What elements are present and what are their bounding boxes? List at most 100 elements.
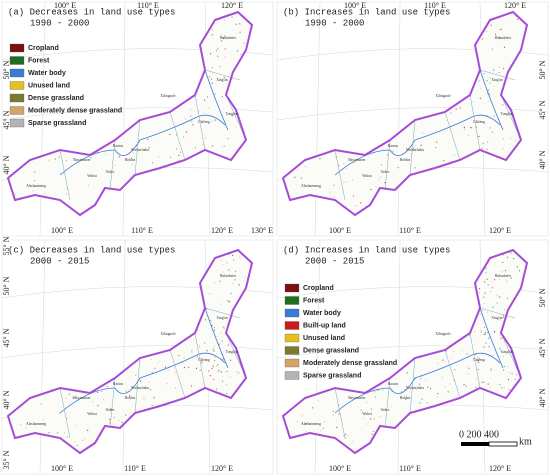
speckle — [293, 439, 295, 441]
speckle — [116, 80, 118, 82]
speckle — [236, 50, 239, 52]
admin-borders — [334, 69, 522, 201]
lon-label: 120° E — [489, 226, 511, 235]
speckle — [174, 438, 176, 440]
speckle — [106, 264, 109, 266]
speckle — [298, 115, 300, 117]
speckle — [411, 309, 413, 311]
speckle — [86, 36, 88, 38]
speckle — [242, 42, 245, 44]
speckle — [345, 168, 347, 170]
speckle — [463, 383, 465, 386]
speckle — [426, 273, 429, 275]
speckle — [437, 393, 439, 395]
speckle — [471, 81, 473, 83]
speckle — [147, 138, 149, 140]
panel-period: 1990 - 2000 — [30, 18, 89, 28]
speckle — [514, 378, 516, 380]
speckle — [406, 443, 408, 445]
speckle — [218, 369, 220, 371]
place-label: Wulanchabu — [406, 148, 424, 152]
legend-swatch — [284, 346, 300, 355]
speckle — [85, 314, 87, 316]
speckle — [129, 395, 131, 397]
speckle — [490, 24, 492, 26]
speckle — [440, 21, 442, 23]
speckle — [322, 42, 324, 44]
speckle — [238, 284, 240, 286]
speckle — [351, 340, 353, 343]
speckle — [506, 297, 509, 299]
speckle — [475, 208, 477, 210]
lat-label: 45° N — [2, 328, 11, 347]
speckle — [399, 187, 401, 189]
speckle — [501, 271, 503, 273]
speckle — [118, 420, 120, 422]
speckle — [117, 298, 119, 300]
speckle — [220, 371, 222, 373]
speckle — [111, 307, 114, 309]
speckle — [293, 282, 296, 284]
speckle — [143, 396, 145, 398]
place-label: Xing'an — [491, 78, 502, 82]
speckle — [206, 415, 208, 417]
speckle — [487, 206, 489, 208]
speckle — [106, 20, 109, 23]
speckle — [24, 115, 26, 117]
speckle — [88, 308, 90, 310]
speckle — [338, 316, 340, 318]
speckle — [427, 386, 429, 388]
speckle — [478, 422, 480, 424]
speckle — [391, 340, 393, 343]
speckle — [245, 304, 247, 306]
speckle — [447, 28, 449, 30]
speckle — [173, 403, 175, 405]
speckle — [374, 26, 376, 28]
speckle — [468, 70, 470, 72]
speckle — [439, 272, 441, 274]
place-label: Baotou — [113, 382, 124, 386]
speckle — [503, 46, 505, 48]
speckle — [28, 359, 30, 361]
speckle — [213, 350, 215, 352]
speckle — [410, 153, 412, 155]
speckle — [211, 325, 213, 327]
speckle — [442, 18, 445, 20]
speckle — [217, 48, 219, 50]
speckle — [389, 134, 391, 136]
speckle — [384, 195, 386, 197]
speckle — [304, 165, 306, 168]
speckle — [466, 415, 468, 417]
speckle — [442, 359, 444, 361]
legend-label: Dense grassland — [303, 347, 359, 354]
speckle — [420, 423, 423, 425]
speckle — [321, 274, 323, 276]
speckle — [490, 369, 492, 371]
speckle — [435, 169, 437, 171]
speckle — [422, 132, 424, 134]
speckle — [211, 82, 213, 84]
speckle — [479, 97, 481, 99]
speckle — [300, 337, 302, 339]
speckle — [519, 390, 521, 393]
speckle — [329, 191, 331, 193]
speckle — [219, 66, 221, 68]
speckle — [462, 403, 464, 405]
speckle — [153, 397, 155, 399]
speckle — [238, 350, 240, 353]
speckle — [502, 352, 504, 354]
speckle — [468, 196, 470, 198]
speckle — [498, 72, 500, 74]
speckle — [311, 51, 313, 53]
lon-label: 100° E — [54, 1, 76, 10]
speckle — [488, 346, 490, 348]
speckle — [514, 140, 516, 142]
speckle — [233, 259, 235, 261]
speckle — [330, 276, 332, 278]
speckle — [191, 397, 193, 399]
speckle — [414, 263, 416, 265]
speckle — [501, 387, 503, 389]
speckle — [315, 380, 317, 382]
speckle — [192, 282, 194, 284]
